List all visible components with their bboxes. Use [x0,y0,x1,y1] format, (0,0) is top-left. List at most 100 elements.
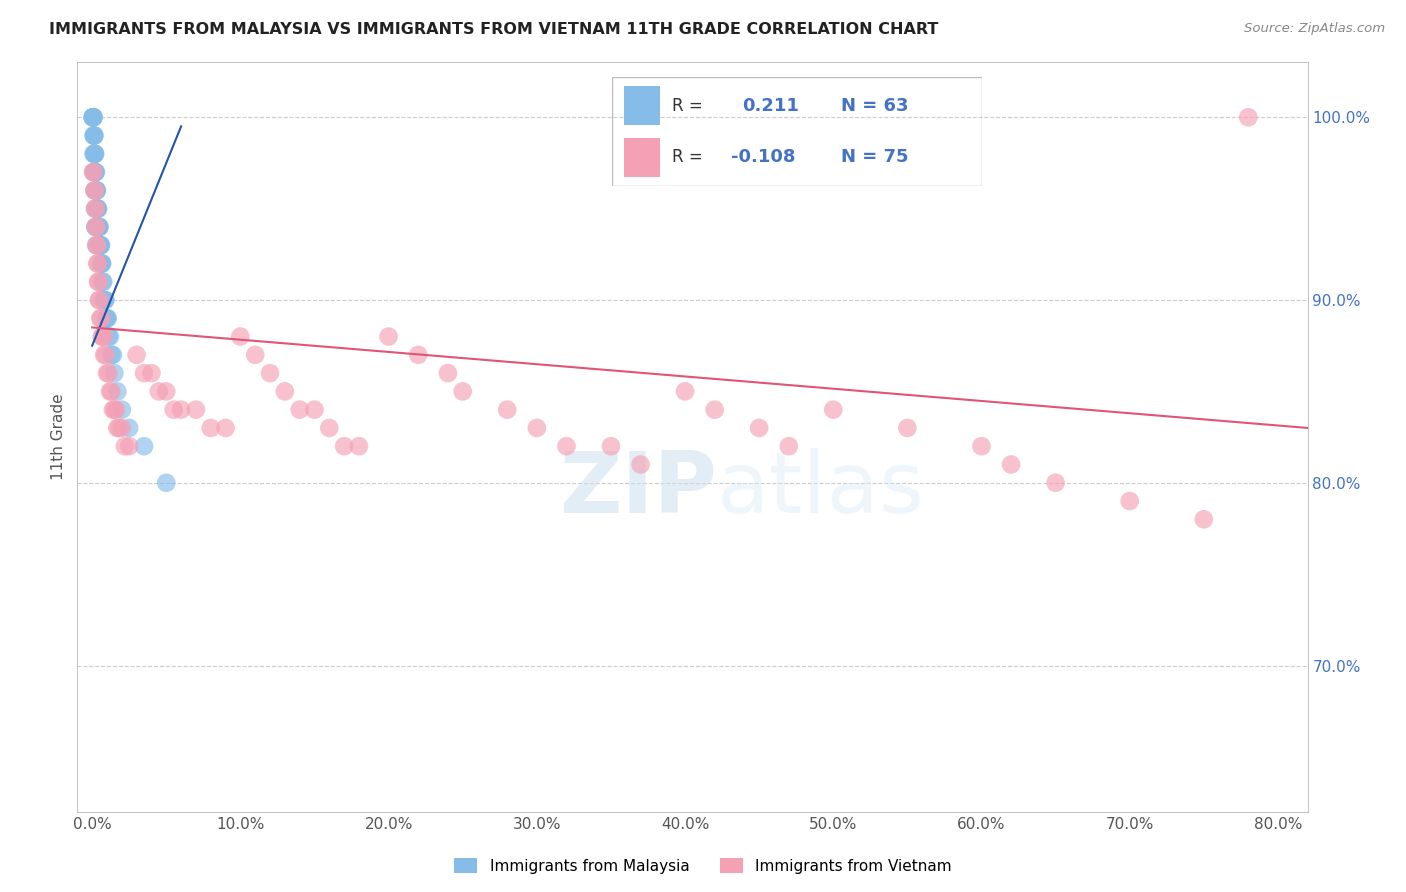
Point [93,293,115,307]
Point [82,110,104,124]
Point [90,256,112,270]
Point [377,329,399,343]
Point [96,311,118,326]
Point [82,165,104,179]
Point [229,329,252,343]
Point [87,219,110,234]
Point [132,366,155,380]
Point [91,256,114,270]
Point [104,402,127,417]
Point [91,275,114,289]
Point [111,421,134,435]
Point [83,165,105,179]
Point [86,183,108,197]
Point [200,421,222,435]
Point [84,183,107,197]
Point [333,439,356,453]
Point [103,366,125,380]
Point [82,110,104,124]
Point [437,366,460,380]
Point [184,402,207,417]
Point [1237,110,1260,124]
Point [778,439,800,453]
Point [748,421,770,435]
Point [89,238,111,252]
Point [82,110,104,124]
Text: Source: ZipAtlas.com: Source: ZipAtlas.com [1244,22,1385,36]
Point [86,183,108,197]
Point [105,384,128,399]
Point [630,458,652,472]
Point [155,475,177,490]
Point [83,128,105,143]
Text: atlas: atlas [717,448,925,531]
Point [84,165,107,179]
Point [89,219,111,234]
Point [87,202,110,216]
Point [84,219,107,234]
Point [83,183,105,197]
Point [84,219,107,234]
Point [82,110,104,124]
Point [1118,494,1140,508]
Point [86,256,108,270]
Text: ZIP: ZIP [560,448,717,531]
Point [93,348,115,362]
Point [82,110,104,124]
Point [82,110,104,124]
Point [96,366,118,380]
Point [970,439,993,453]
Point [83,146,105,161]
Point [100,348,122,362]
Point [111,402,134,417]
Point [84,202,107,216]
Point [84,165,107,179]
Point [526,421,548,435]
Point [94,348,117,362]
Point [83,183,105,197]
Point [125,348,148,362]
Point [86,238,108,252]
Point [141,366,163,380]
Point [118,439,141,453]
Point [97,366,120,380]
Point [90,311,112,326]
Point [86,202,108,216]
Point [406,348,429,362]
Point [89,238,111,252]
Point [823,402,845,417]
Point [84,219,107,234]
Point [83,128,105,143]
Point [245,348,267,362]
Point [555,439,578,453]
Point [347,439,370,453]
Point [90,329,112,343]
Point [94,293,117,307]
Point [94,293,117,307]
Point [89,293,111,307]
Point [1045,475,1067,490]
Point [91,329,114,343]
Point [84,202,107,216]
Point [90,238,112,252]
Point [105,421,128,435]
Point [101,348,124,362]
Point [1192,512,1215,526]
Point [673,384,696,399]
Point [84,146,107,161]
Point [318,421,340,435]
Point [600,439,623,453]
Point [89,219,111,234]
Point [97,311,120,326]
Point [84,219,107,234]
Point [496,402,519,417]
Point [83,165,105,179]
Point [83,146,105,161]
Point [214,421,236,435]
Point [82,146,104,161]
Point [86,238,108,252]
Point [108,421,131,435]
Point [87,293,110,307]
Point [87,275,110,289]
Point [1000,458,1022,472]
